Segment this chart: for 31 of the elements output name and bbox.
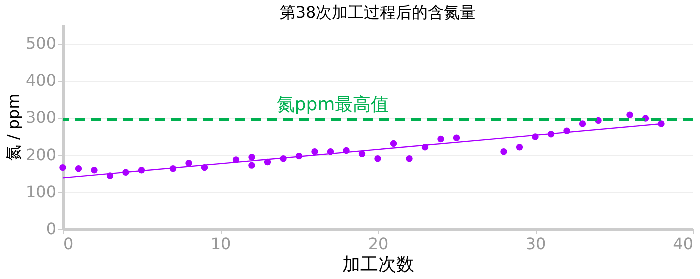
y-tick-label: 0	[46, 220, 56, 238]
point	[186, 160, 192, 167]
x-tick-label: 0	[64, 234, 74, 254]
point	[453, 134, 460, 142]
point	[626, 112, 634, 118]
x-tick-label: 30	[526, 234, 546, 254]
y-tick-label: 200	[26, 145, 56, 164]
point	[248, 162, 256, 169]
x-tick-label: 20	[368, 234, 389, 254]
x-axis-title: 加工次数	[342, 254, 414, 276]
y-tick-label: 300	[26, 108, 56, 128]
point	[60, 164, 66, 172]
ref-line-label: 氮ppm最高值	[276, 94, 390, 116]
y-axis-title: 氮 / ppm	[4, 94, 23, 162]
point	[579, 120, 586, 128]
point	[438, 136, 444, 143]
point	[390, 140, 398, 148]
y-tick-label: 400	[26, 71, 56, 90]
point	[374, 156, 382, 162]
point	[312, 148, 318, 156]
chart-title: 第38次加工过程后的含氮量	[280, 3, 476, 22]
point	[406, 156, 413, 162]
point	[75, 166, 82, 172]
point	[500, 148, 508, 156]
x-tick-label: 40	[673, 234, 694, 254]
x-tick-label: 10	[210, 234, 232, 254]
point	[516, 144, 524, 151]
y-tick-label: 500	[26, 34, 56, 54]
point	[91, 167, 98, 174]
point	[248, 154, 256, 161]
y-tick-label: 100	[26, 182, 56, 202]
